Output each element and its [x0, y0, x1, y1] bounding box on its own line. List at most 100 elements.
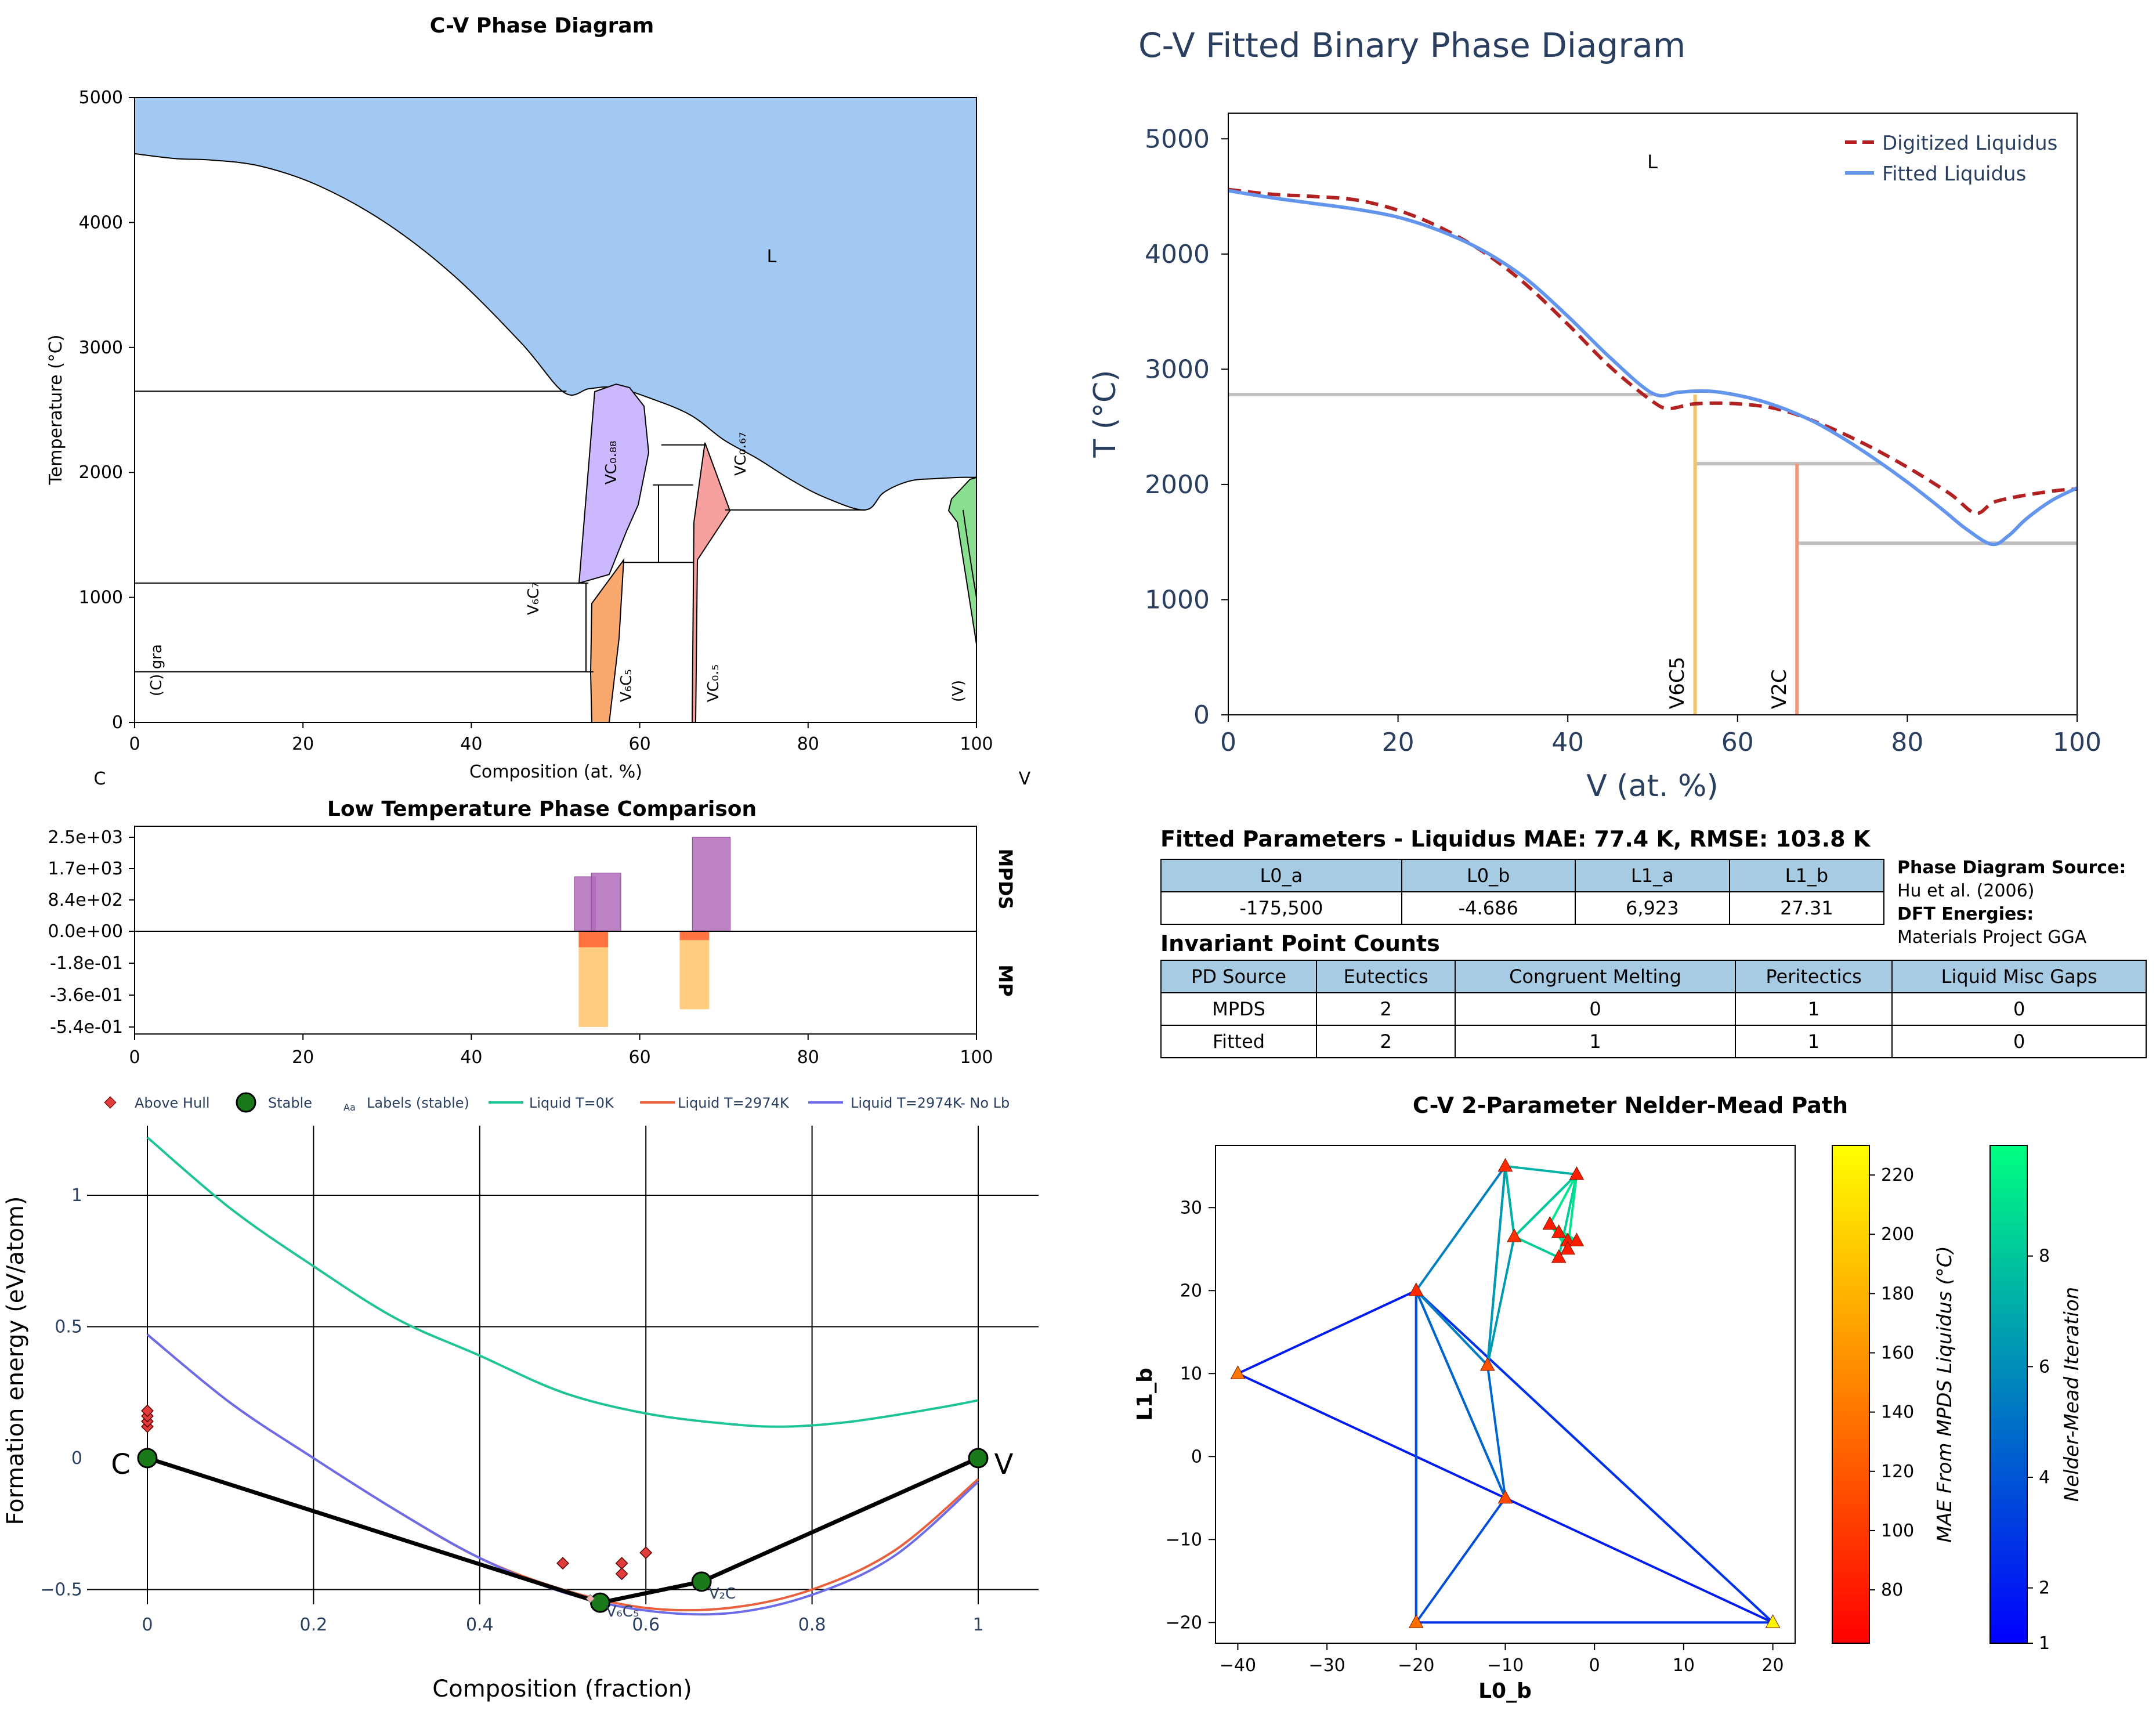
nm-cbar1-label: MAE From MPDS Liquidus (°C): [1933, 1246, 1956, 1542]
lt-xtick-label: 80: [797, 1047, 819, 1068]
lt-ytick-label: 1.7e+03: [48, 859, 123, 879]
nm-vertex-marker: [1507, 1228, 1522, 1242]
params-header-l0a: L0_a: [1160, 859, 1402, 892]
nm-simplex: [1512, 1170, 1579, 1259]
hull-above-marker: [556, 1557, 569, 1570]
nm-xtick-label: −10: [1487, 1655, 1524, 1676]
hull-legend-labels: Labels (stable): [367, 1095, 469, 1111]
pd-ytick-label: 2000: [79, 462, 123, 483]
inv-fitted-misc: 0: [1891, 1025, 2147, 1058]
nm-xtick-label: −20: [1398, 1655, 1434, 1676]
pd-ytick-label: 0: [112, 713, 123, 733]
pd-frame: [134, 97, 977, 723]
inv-header-eutectics: Eutectics: [1316, 960, 1456, 993]
hull-near-marker: [585, 1594, 595, 1603]
hull-xlabel: Composition (fraction): [432, 1676, 692, 1702]
pd-ytick-label: 4000: [79, 212, 123, 233]
pd-ytick-label: 3000: [79, 338, 123, 358]
nm-xtick-label: 10: [1673, 1655, 1695, 1676]
pd-source-value: Hu et al. (2006): [1897, 881, 2035, 901]
nm-vertex-marker: [1408, 1614, 1424, 1628]
fit-ytick-label: 2000: [1145, 470, 1210, 500]
pd-bcc-region: [947, 476, 977, 645]
pd-left-element: C: [94, 769, 106, 789]
nm-cbar2-tick-label: 1: [2039, 1633, 2050, 1654]
nm-simplex: [1415, 1162, 1507, 1368]
pd-label-cgra: (C) gra: [148, 644, 165, 696]
lt-xtick-label: 100: [960, 1047, 993, 1068]
pd-label-vv: (V): [950, 680, 967, 702]
fit-ytick-label: 3000: [1145, 355, 1210, 384]
lt-title: Low Temperature Phase Comparison: [327, 797, 757, 821]
nm-xtick-label: −30: [1308, 1655, 1345, 1676]
nm-cbar2-tick-label: 4: [2039, 1467, 2050, 1488]
inv-header-source: PD Source: [1160, 960, 1318, 993]
fit-ylabel: T (°C): [1088, 370, 1123, 458]
nm-cbar2-tick-label: 8: [2039, 1246, 2050, 1267]
nm-cbar1-tick-label: 220: [1881, 1165, 1914, 1185]
lt-ytick-label: 0.0e+00: [48, 921, 123, 942]
pd-vc088-region: [578, 383, 650, 584]
invariants-table: PD Source Eutectics Congruent Melting Pe…: [1160, 960, 2147, 1058]
fit-ytick-label: 4000: [1145, 240, 1210, 269]
fit-xtick-label: 100: [2053, 728, 2101, 757]
lt-ytick-label: -1.8e-01: [50, 953, 123, 974]
inv-mpds-misc: 0: [1891, 992, 2147, 1026]
nm-cbar1-tick-label: 140: [1881, 1402, 1914, 1423]
nm-frame: [1215, 1145, 1796, 1644]
params-header-l1a: L1_a: [1574, 859, 1730, 892]
fit-label-v6c5: V6C5: [1666, 657, 1689, 709]
fit-liquid-label: L: [1647, 151, 1658, 173]
fit-legend-digitized: Digitized Liquidus: [1882, 132, 2057, 155]
nm-ytick-label: −10: [1166, 1529, 1202, 1550]
pd-xtick-label: 20: [292, 734, 314, 754]
nm-cbar1-tick-label: 160: [1881, 1343, 1914, 1364]
nm-cbar1-tick-label: 120: [1881, 1462, 1914, 1482]
fit-xlabel: V (at. %): [1586, 769, 1718, 804]
nm-cbar1-tick-label: 100: [1881, 1521, 1914, 1541]
lt-frame: [134, 826, 977, 1035]
lt-ytick-label: -5.4e-01: [50, 1017, 123, 1037]
hull-line: [146, 1456, 979, 1605]
params-value-l0a: -175,500: [1160, 891, 1402, 925]
lt-mp-bar-dark: [679, 931, 710, 941]
pd-xlabel: Composition (at. %): [469, 762, 642, 782]
lt-xtick-label: 60: [629, 1047, 651, 1068]
inv-fitted-peritectics: 1: [1734, 1025, 1893, 1058]
fit-xtick-label: 40: [1551, 728, 1584, 757]
inv-fitted-eutectics: 2: [1316, 1025, 1456, 1058]
fit-title: C-V Fitted Binary Phase Diagram: [1138, 26, 1685, 65]
nm-ytick-label: 20: [1180, 1281, 1202, 1301]
hull-ytick-label: 0.5: [55, 1317, 82, 1337]
inv-mpds-source: MPDS: [1160, 992, 1318, 1026]
nm-simplex: [1415, 1288, 1776, 1624]
pd-xtick-label: 60: [629, 734, 651, 754]
lt-mp-bar-dark: [578, 931, 609, 948]
pd-label-v6c7: V₆C₇: [525, 582, 542, 615]
params-value-l1a: 6,923: [1574, 891, 1730, 925]
params-header-l1b: L1_b: [1728, 859, 1885, 892]
hull-above-marker: [615, 1567, 628, 1581]
nm-simplex: [1235, 1289, 1774, 1624]
pd-xtick-label: 40: [460, 734, 482, 754]
nm-colorbar-mae: [1832, 1145, 1870, 1644]
nm-vertex-marker: [1479, 1357, 1495, 1371]
hull-ytick-label: 1: [71, 1185, 82, 1206]
hull-legend-above: Above Hull: [135, 1095, 210, 1111]
nm-xlabel: L0_b: [1478, 1679, 1532, 1703]
hull-stable-marker: [137, 1448, 158, 1469]
dft-value: Materials Project GGA: [1897, 927, 2087, 948]
inv-mpds-eutectics: 2: [1316, 992, 1456, 1026]
fit-xtick-label: 60: [1721, 728, 1754, 757]
fit-ytick-label: 1000: [1145, 585, 1210, 614]
lt-ytick-label: 8.4e+02: [48, 890, 123, 910]
hull-legend-aa: Aa: [343, 1102, 356, 1113]
nm-vertex-marker: [1542, 1216, 1558, 1230]
nm-vertex-marker: [1497, 1158, 1513, 1172]
hull-ylabel: Formation energy (eV/atom): [2, 1196, 29, 1525]
hull-xtick-label: 0.6: [632, 1615, 660, 1635]
pd-xtick-label: 100: [960, 734, 993, 754]
pd-xtick-label: 80: [797, 734, 819, 754]
inv-mpds-congruent: 0: [1455, 992, 1736, 1026]
nm-xtick-label: 0: [1589, 1655, 1600, 1676]
